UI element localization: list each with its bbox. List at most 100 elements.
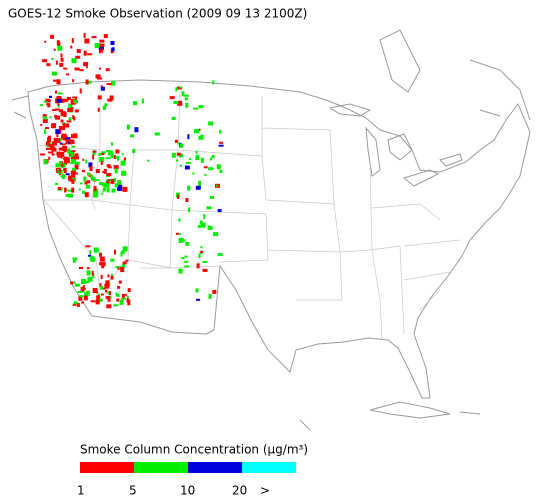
smoke-pixel	[43, 100, 47, 103]
smoke-pixel	[98, 298, 103, 302]
smoke-pixel	[93, 186, 97, 192]
smoke-pixel	[60, 119, 64, 123]
smoke-pixel	[120, 160, 126, 166]
smoke-pixel	[59, 62, 64, 67]
smoke-pixel	[122, 186, 128, 192]
smoke-pixel	[68, 193, 73, 198]
smoke-pixel	[110, 178, 115, 184]
smoke-pixel	[141, 98, 144, 104]
smoke-pixel	[111, 80, 116, 86]
smoke-pixel	[40, 123, 43, 126]
smoke-pixel	[62, 163, 66, 168]
legend-label: 5	[129, 484, 137, 498]
smoke-pixel	[51, 58, 54, 60]
smoke-pixel	[185, 198, 189, 202]
smoke-pixel	[202, 268, 208, 272]
smoke-pixel	[208, 167, 214, 171]
smoke-pixel	[51, 123, 57, 129]
smoke-pixel	[127, 288, 131, 293]
smoke-pixel	[110, 150, 113, 155]
smoke-pixel	[52, 141, 57, 146]
smoke-pixel	[98, 153, 102, 156]
smoke-pixel	[105, 157, 111, 160]
smoke-pixel	[54, 114, 58, 118]
smoke-pixel	[81, 279, 86, 284]
smoke-pixel	[83, 62, 89, 67]
smoke-pixel	[200, 157, 204, 163]
smoke-pixel	[177, 194, 180, 199]
us-outline	[27, 79, 531, 399]
legend-label: 20	[232, 484, 247, 498]
smoke-pixel	[105, 289, 108, 293]
smoke-pixel	[169, 96, 175, 100]
smoke-pixel	[110, 258, 115, 262]
smoke-pixel	[104, 283, 110, 289]
smoke-pixel	[66, 73, 70, 76]
smoke-pixel	[101, 153, 105, 155]
smoke-pixel	[109, 291, 111, 296]
smoke-pixel	[188, 207, 191, 213]
smoke-pixel	[85, 66, 88, 69]
smoke-pixel	[104, 183, 110, 188]
smoke-pixel	[87, 172, 90, 176]
smoke-pixel	[60, 111, 66, 117]
smoke-pixel	[197, 225, 201, 228]
smoke-pixel	[61, 135, 65, 140]
smoke-pixel	[97, 95, 102, 100]
smoke-pixel	[65, 157, 70, 163]
smoke-pixel	[94, 43, 100, 48]
smoke-pixel	[107, 166, 112, 169]
smoke-pixel	[88, 80, 92, 84]
smoke-pixel	[117, 180, 122, 186]
smoke-pixel	[71, 134, 74, 139]
smoke-pixel	[49, 95, 52, 98]
smoke-pixel	[93, 247, 99, 253]
smoke-pixel	[74, 161, 80, 165]
smoke-pixel	[58, 126, 64, 130]
smoke-pixel	[61, 174, 65, 180]
smoke-pixel	[208, 121, 214, 126]
smoke-pixel	[59, 173, 62, 176]
smoke-pixel	[87, 276, 93, 282]
smoke-pixel	[76, 49, 81, 53]
smoke-pixel	[105, 280, 110, 285]
smoke-pixel	[114, 249, 116, 255]
smoke-pixel	[117, 186, 123, 191]
smoke-pixel	[184, 265, 190, 268]
legend-swatch	[242, 462, 296, 473]
smoke-pixel	[75, 153, 79, 157]
smoke-pixel	[75, 55, 81, 59]
smoke-pixel	[82, 190, 86, 194]
smoke-pixel	[115, 149, 120, 154]
smoke-pixel	[106, 304, 112, 309]
smoke-pixel	[68, 103, 73, 109]
smoke-pixel	[196, 298, 201, 301]
smoke-pixel	[59, 109, 63, 113]
smoke-pixel	[64, 157, 67, 163]
smoke-pixel	[71, 145, 76, 148]
smoke-pixel	[216, 164, 221, 170]
smoke-pixel	[181, 239, 186, 242]
smoke-pixel	[213, 232, 219, 237]
smoke-pixel	[60, 151, 65, 157]
smoke-pixel	[91, 270, 94, 276]
smoke-pixel	[101, 192, 104, 195]
smoke-pixel	[61, 143, 66, 146]
smoke-pixel	[74, 67, 80, 71]
smoke-pixel	[85, 290, 90, 296]
smoke-pixel	[67, 189, 72, 192]
smoke-pixel	[88, 254, 92, 257]
smoke-pixel	[51, 71, 57, 76]
smoke-pixel	[90, 300, 96, 303]
smoke-pixel	[55, 183, 58, 185]
smoke-pixel	[54, 108, 60, 111]
legend-swatch	[188, 462, 242, 473]
smoke-pixel	[72, 158, 76, 164]
smoke-pixel	[68, 151, 74, 157]
smoke-pixel	[48, 156, 51, 160]
smoke-pixel	[56, 151, 61, 156]
smoke-pixel	[74, 97, 77, 101]
smoke-pixel	[208, 293, 212, 299]
smoke-pixel	[194, 129, 199, 134]
smoke-pixel	[176, 159, 178, 162]
